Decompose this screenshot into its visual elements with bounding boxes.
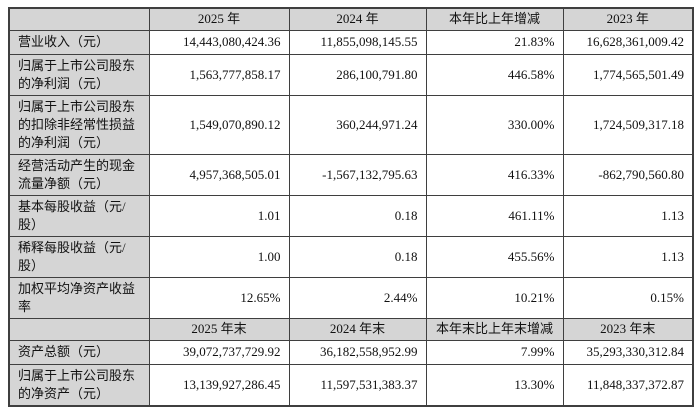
value-cell-2023: 0.15%	[562, 276, 694, 319]
value-cell-2023: 11,848,337,372.87	[562, 363, 694, 406]
value-cell-2025: 4,957,368,505.01	[148, 153, 290, 196]
value-cell-2023: -862,790,560.80	[562, 153, 694, 196]
header-cell-2025: 2025 年	[148, 7, 290, 31]
value-cell-2024: 360,244,971.24	[288, 94, 427, 155]
value-cell-2025: 1.01	[148, 194, 290, 237]
row-label: 加权平均净资产收益率	[8, 276, 150, 319]
value-cell-change: 455.56%	[425, 235, 564, 278]
value-cell-2023: 1,774,565,501.49	[562, 53, 694, 96]
table-row-diluted-eps: 稀释每股收益（元/股） 1.00 0.18 455.56% 1.13	[8, 235, 694, 278]
value-cell-change: 461.11%	[425, 194, 564, 237]
value-cell-2024: 286,100,791.80	[288, 53, 427, 96]
header-cell-yoy-end-change: 本年末比上年末增减	[425, 317, 564, 341]
value-cell-2023: 35,293,330,312.84	[562, 339, 694, 365]
value-cell-change: 10.21%	[425, 276, 564, 319]
row-label: 资产总额（元）	[8, 339, 150, 365]
value-cell-change: 446.58%	[425, 53, 564, 96]
value-cell-2024: 36,182,558,952.99	[288, 339, 427, 365]
value-cell-2023: 1.13	[562, 194, 694, 237]
row-label: 归属于上市公司股东的净利润（元）	[8, 53, 150, 96]
value-cell-2025: 1,563,777,858.17	[148, 53, 290, 96]
row-label: 归属于上市公司股东的扣除非经常性损益的净利润（元）	[8, 94, 150, 155]
table-row-net-assets: 归属于上市公司股东的净资产（元） 13,139,927,286.45 11,59…	[8, 363, 694, 406]
value-cell-2025: 1.00	[148, 235, 290, 278]
financial-summary-table: 2025 年 2024 年 本年比上年增减 2023 年 营业收入（元） 14,…	[8, 7, 694, 407]
value-cell-change: 416.33%	[425, 153, 564, 196]
table-row-operating-cash-flow: 经营活动产生的现金流量净额（元） 4,957,368,505.01 -1,567…	[8, 153, 694, 196]
value-cell-2025: 39,072,737,729.92	[148, 339, 290, 365]
table-row-basic-eps: 基本每股收益（元/股） 1.01 0.18 461.11% 1.13	[8, 194, 694, 237]
header-cell-2024-end: 2024 年末	[288, 317, 427, 341]
table-row-revenue: 营业收入（元） 14,443,080,424.36 11,855,098,145…	[8, 29, 694, 55]
table-row-net-profit: 归属于上市公司股东的净利润（元） 1,563,777,858.17 286,10…	[8, 53, 694, 96]
row-label: 稀释每股收益（元/股）	[8, 235, 150, 278]
header-cell-2025-end: 2025 年末	[148, 317, 290, 341]
table-row-total-assets: 资产总额（元） 39,072,737,729.92 36,182,558,952…	[8, 339, 694, 365]
header-cell-2023: 2023 年	[562, 7, 694, 31]
value-cell-2025: 13,139,927,286.45	[148, 363, 290, 406]
value-cell-2024: 2.44%	[288, 276, 427, 319]
row-label: 经营活动产生的现金流量净额（元）	[8, 153, 150, 196]
value-cell-2023: 1,724,509,317.18	[562, 94, 694, 155]
value-cell-2023: 16,628,361,009.42	[562, 29, 694, 55]
value-cell-2024: 11,855,098,145.55	[288, 29, 427, 55]
value-cell-2024: 0.18	[288, 235, 427, 278]
value-cell-change: 7.99%	[425, 339, 564, 365]
value-cell-2024: -1,567,132,795.63	[288, 153, 427, 196]
table-row-net-profit-excl-nonrecurring: 归属于上市公司股东的扣除非经常性损益的净利润（元） 1,549,070,890.…	[8, 94, 694, 155]
header-cell-2024: 2024 年	[288, 7, 427, 31]
header-cell-blank	[8, 7, 150, 31]
value-cell-2025: 12.65%	[148, 276, 290, 319]
header-cell-2023-end: 2023 年末	[562, 317, 694, 341]
value-cell-change: 21.83%	[425, 29, 564, 55]
row-label: 归属于上市公司股东的净资产（元）	[8, 363, 150, 406]
row-label: 基本每股收益（元/股）	[8, 194, 150, 237]
header-cell-blank	[8, 317, 150, 341]
header-cell-yoy-change: 本年比上年增减	[425, 7, 564, 31]
value-cell-2024: 11,597,531,383.37	[288, 363, 427, 406]
value-cell-2023: 1.13	[562, 235, 694, 278]
header-row-annual: 2025 年 2024 年 本年比上年增减 2023 年	[8, 7, 694, 31]
value-cell-change: 13.30%	[425, 363, 564, 406]
header-row-year-end: 2025 年末 2024 年末 本年末比上年末增减 2023 年末	[8, 317, 694, 341]
row-label: 营业收入（元）	[8, 29, 150, 55]
value-cell-2025: 14,443,080,424.36	[148, 29, 290, 55]
value-cell-2025: 1,549,070,890.12	[148, 94, 290, 155]
value-cell-2024: 0.18	[288, 194, 427, 237]
value-cell-change: 330.00%	[425, 94, 564, 155]
table-row-weighted-avg-roe: 加权平均净资产收益率 12.65% 2.44% 10.21% 0.15%	[8, 276, 694, 319]
